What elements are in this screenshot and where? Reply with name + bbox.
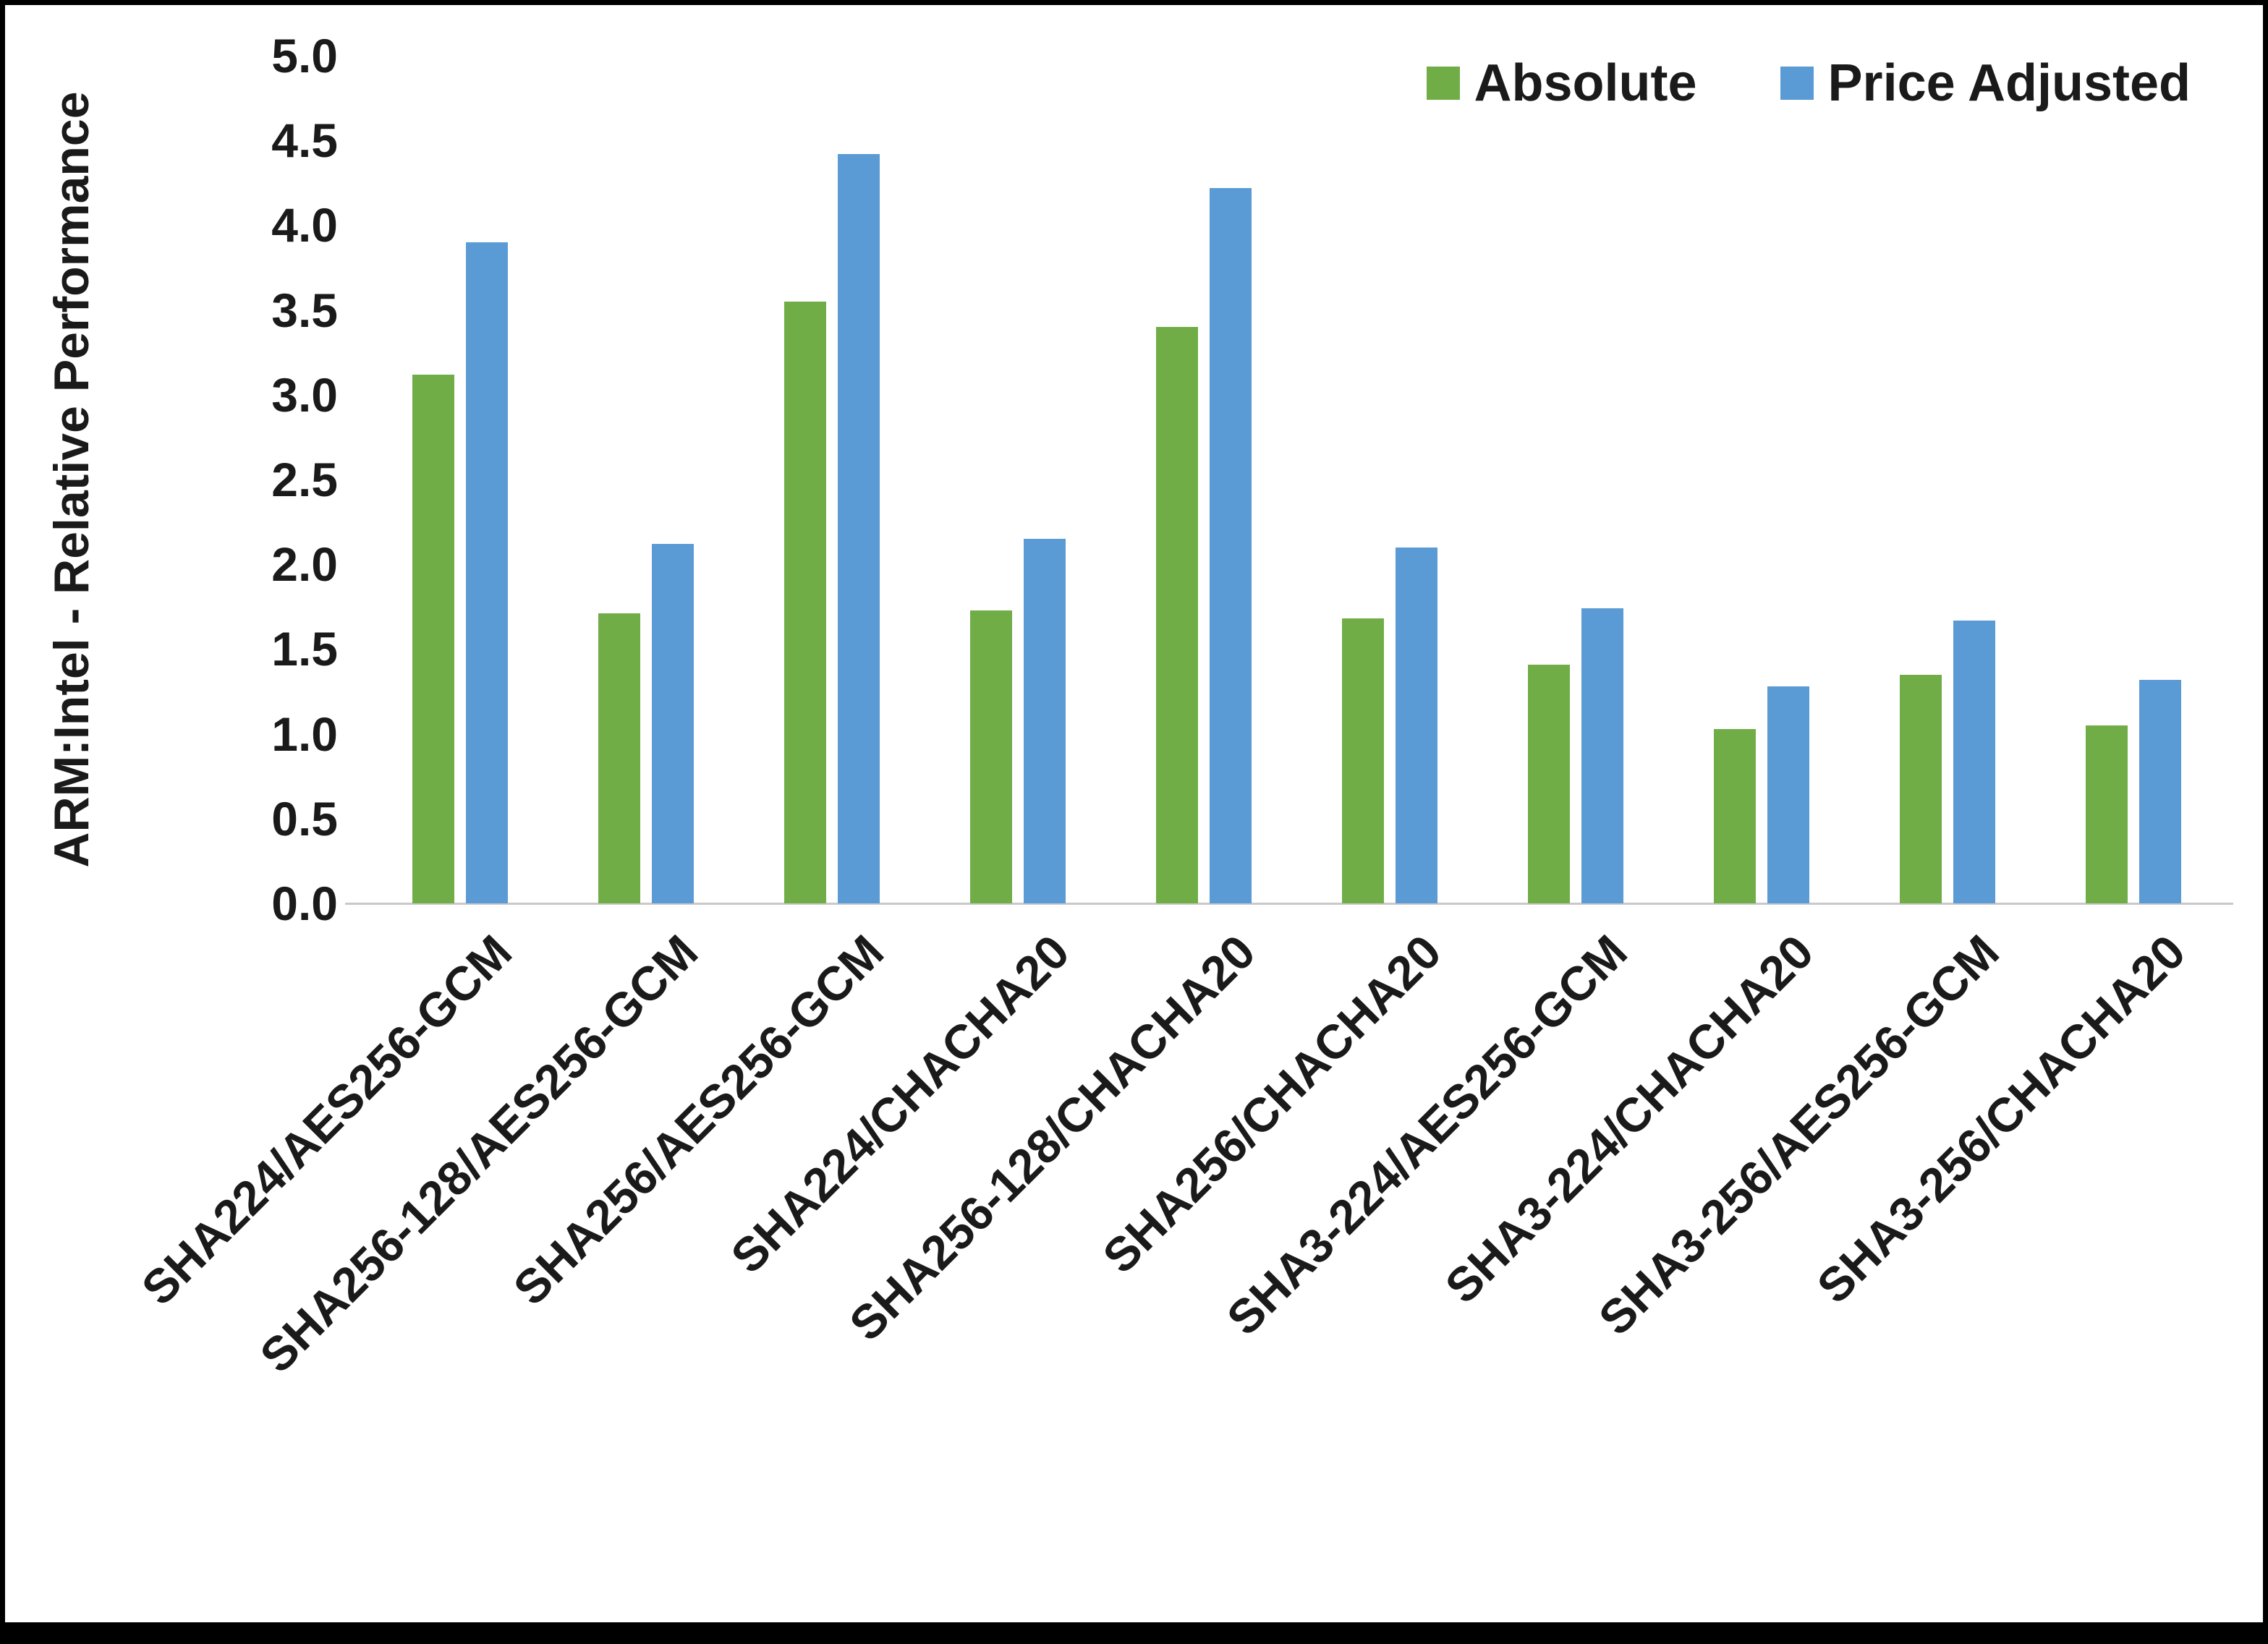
plot-area (345, 56, 2233, 905)
bar-absolute (598, 613, 640, 903)
y-tick-label: 0.5 (271, 791, 338, 846)
y-tick-label: 5.0 (271, 29, 338, 82)
legend: Absolute Price Adjusted (1426, 54, 2191, 112)
bar-price-adjusted (1023, 539, 1066, 903)
legend-item: Price Adjusted (1780, 57, 2191, 109)
x-category-label: SHA256/AES256-GCM (503, 924, 894, 1316)
x-axis-line (345, 903, 2233, 905)
y-tick-label: 4.0 (271, 198, 338, 252)
x-category-label: SHA256/CHACHA20 (1092, 924, 1452, 1284)
bar-absolute (1155, 327, 1198, 903)
bar-absolute (1713, 728, 1756, 903)
bar-absolute (969, 610, 1012, 903)
bar-price-adjusted (2139, 679, 2181, 903)
x-axis-category-labels: SHA224/AES256-GCM SHA256-128/AES256-GCM SH… (131, 924, 2226, 1576)
bar-price-adjusted (837, 153, 880, 903)
x-category-label: SHA224/AES256-GCM (131, 924, 522, 1316)
y-tick-label: 1.5 (271, 622, 338, 676)
legend-swatch-icon (1780, 67, 1814, 100)
bar-price-adjusted (1767, 686, 1809, 903)
bar-price-adjusted (1209, 187, 1252, 903)
bar-absolute (1527, 664, 1570, 903)
legend-swatch-icon (1426, 67, 1460, 100)
x-category-label: SHA224/CHACHA20 (721, 924, 1080, 1284)
bar-absolute (412, 374, 454, 903)
x-category-label: SHA3-256/CHACHA20 (1806, 924, 2196, 1313)
bar-absolute (2085, 725, 2128, 903)
legend-item: Absolute (1426, 54, 1697, 112)
bar-absolute (1899, 674, 1942, 903)
bar-price-adjusted (1953, 620, 1995, 903)
x-category-label: SHA3-224/CHACHA20 (1434, 924, 1824, 1313)
bar-price-adjusted (1395, 547, 1437, 903)
bar-absolute (783, 301, 826, 903)
legend-label: Absolute (1474, 54, 1697, 112)
y-tick-label: 3.5 (271, 283, 338, 337)
y-tick-label: 0.0 (271, 877, 338, 930)
bar-absolute (1341, 618, 1384, 903)
legend-label: Price Adjusted (1827, 54, 2191, 112)
bar-price-adjusted (1581, 608, 1623, 903)
y-tick-label: 3.0 (271, 367, 338, 422)
bar-price-adjusted (465, 242, 508, 903)
y-tick-label: 4.5 (271, 114, 338, 168)
y-tick-label: 2.0 (271, 537, 338, 592)
bar-price-adjusted (651, 544, 694, 903)
y-tick-label: 2.5 (271, 453, 338, 506)
y-tick-label: 1.0 (271, 707, 338, 761)
y-axis-tick-labels: 0.0 0.5 1.0 1.5 2.0 2.5 3.0 3.5 4.0 4.5 5.0 (5, 32, 338, 927)
